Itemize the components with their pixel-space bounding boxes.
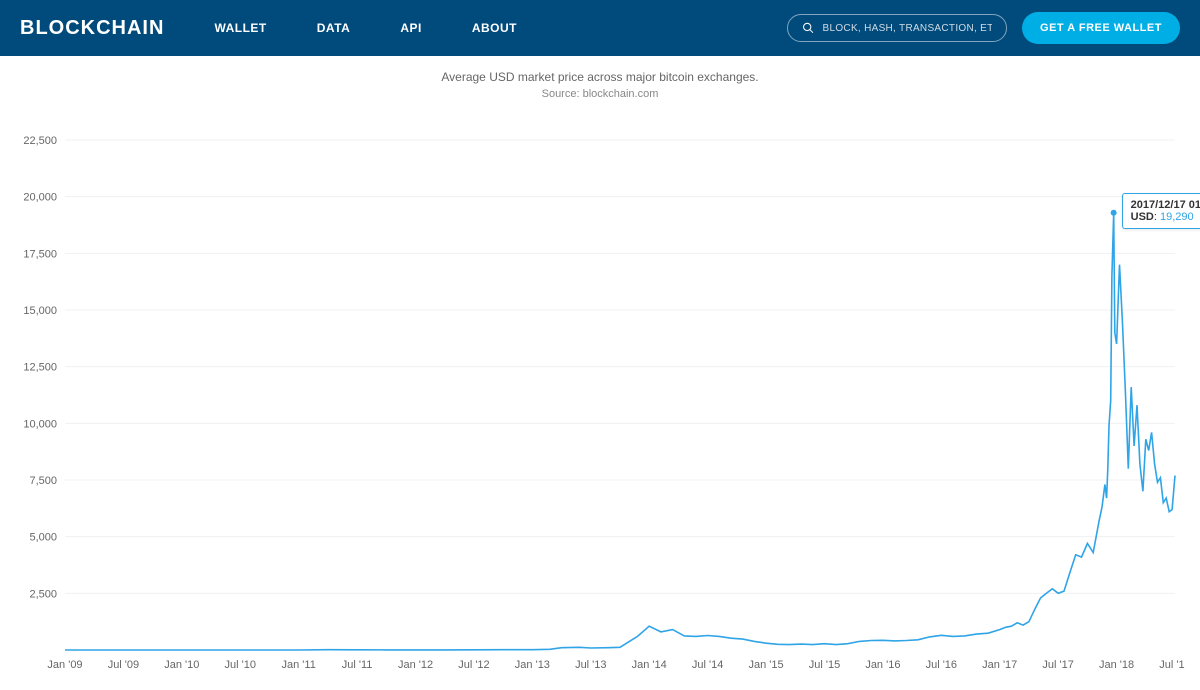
svg-text:Jul '11: Jul '11 bbox=[342, 659, 373, 671]
svg-text:Jul '13: Jul '13 bbox=[575, 659, 606, 671]
tooltip-date: 2017/12/17 01:00 bbox=[1131, 199, 1200, 211]
svg-text:17,500: 17,500 bbox=[23, 248, 57, 260]
svg-text:Jan '14: Jan '14 bbox=[632, 659, 667, 671]
svg-text:12,500: 12,500 bbox=[23, 362, 57, 374]
svg-text:Jan '13: Jan '13 bbox=[515, 659, 550, 671]
nav-wallet[interactable]: WALLET bbox=[214, 21, 266, 35]
svg-text:Jul '16: Jul '16 bbox=[926, 659, 957, 671]
svg-text:2,500: 2,500 bbox=[29, 588, 57, 600]
svg-text:5,000: 5,000 bbox=[29, 532, 57, 544]
svg-text:Jul '15: Jul '15 bbox=[809, 659, 840, 671]
svg-text:Jul '12: Jul '12 bbox=[458, 659, 489, 671]
svg-text:Jan '12: Jan '12 bbox=[398, 659, 433, 671]
get-wallet-button[interactable]: GET A FREE WALLET bbox=[1022, 12, 1180, 44]
svg-text:Jan '10: Jan '10 bbox=[164, 659, 199, 671]
svg-text:20,000: 20,000 bbox=[23, 192, 57, 204]
chart-source: Source: blockchain.com bbox=[0, 88, 1200, 100]
svg-text:15,000: 15,000 bbox=[23, 305, 57, 317]
svg-text:10,000: 10,000 bbox=[23, 418, 57, 430]
svg-text:Jul '10: Jul '10 bbox=[225, 659, 256, 671]
nav-about[interactable]: ABOUT bbox=[472, 21, 517, 35]
svg-text:Jan '15: Jan '15 bbox=[748, 659, 783, 671]
svg-text:Jan '09: Jan '09 bbox=[47, 659, 82, 671]
svg-text:Jul '14: Jul '14 bbox=[692, 659, 723, 671]
svg-text:Jul '18: Jul '18 bbox=[1159, 659, 1185, 671]
header-bar: BLOCKCHAIN WALLET DATA API ABOUT GET A F… bbox=[0, 0, 1200, 56]
svg-text:Jan '17: Jan '17 bbox=[982, 659, 1017, 671]
svg-text:Jul '17: Jul '17 bbox=[1042, 659, 1073, 671]
chart-container: 2,500 5,000 7,500 10,000 12,500 15,000 17,500 2… bbox=[15, 110, 1185, 680]
nav-data[interactable]: DATA bbox=[317, 21, 351, 35]
chart-meta: Average USD market price across major bi… bbox=[0, 70, 1200, 100]
tooltip-label: USD bbox=[1131, 211, 1154, 223]
svg-text:22,500: 22,500 bbox=[23, 135, 57, 147]
chart-subtitle: Average USD market price across major bi… bbox=[0, 70, 1200, 84]
search-icon bbox=[802, 21, 814, 35]
main-nav: WALLET DATA API ABOUT bbox=[214, 21, 517, 35]
svg-text:Jan '18: Jan '18 bbox=[1099, 659, 1134, 671]
svg-text:Jul '09: Jul '09 bbox=[108, 659, 139, 671]
logo[interactable]: BLOCKCHAIN bbox=[20, 17, 164, 40]
svg-text:Jan '16: Jan '16 bbox=[865, 659, 900, 671]
chart-tooltip: 2017/12/17 01:00 USD: 19,290 bbox=[1122, 193, 1200, 229]
search-box[interactable] bbox=[787, 14, 1007, 42]
nav-api[interactable]: API bbox=[400, 21, 422, 35]
tooltip-value: 19,290 bbox=[1160, 211, 1194, 223]
search-input[interactable] bbox=[823, 23, 993, 34]
svg-text:7,500: 7,500 bbox=[29, 475, 57, 487]
svg-text:Jan '11: Jan '11 bbox=[282, 659, 316, 671]
price-chart[interactable]: 2,500 5,000 7,500 10,000 12,500 15,000 17,500 2… bbox=[15, 110, 1185, 680]
